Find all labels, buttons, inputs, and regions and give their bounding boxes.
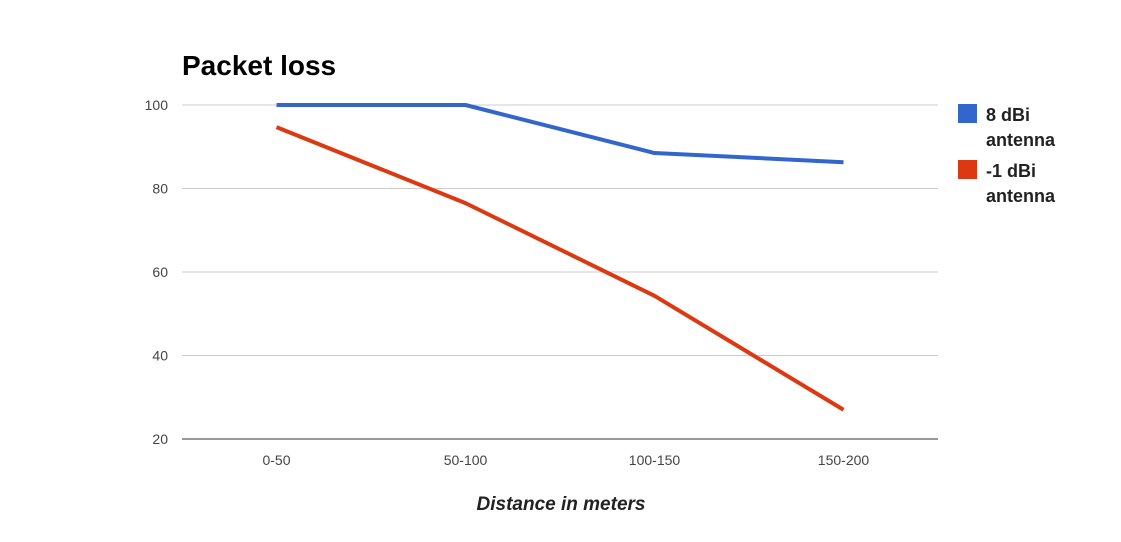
y-tick-label: 20 [152,431,168,447]
x-tick-label: 150-200 [818,452,870,468]
x-tick-label: 0-50 [262,452,290,468]
legend: 8 dBi antenna -1 dBi antenna [958,104,1056,206]
gridlines [182,104,938,356]
x-tick-label: 100-150 [629,452,681,468]
series-line-0 [276,103,844,165]
y-tick-label: 40 [152,348,168,364]
chart-title: Packet loss [182,50,336,81]
x-axis-ticks: 0-50 50-100 100-150 150-200 [262,452,869,468]
legend-label: antenna [986,130,1056,150]
legend-label: antenna [986,186,1056,206]
y-tick-label: 100 [145,97,169,113]
legend-label: -1 dBi [986,161,1036,181]
x-axis-label: Distance in meters [477,494,646,515]
legend-label: 8 dBi [986,105,1030,125]
legend-swatch [958,160,977,179]
y-tick-label: 80 [152,181,168,197]
y-tick-label: 60 [152,264,168,280]
y-axis-ticks: 20 40 60 80 100 [145,97,169,447]
legend-swatch [958,104,977,123]
x-tick-label: 50-100 [444,452,488,468]
series-lines [275,103,845,412]
series-line-1 [275,125,845,412]
